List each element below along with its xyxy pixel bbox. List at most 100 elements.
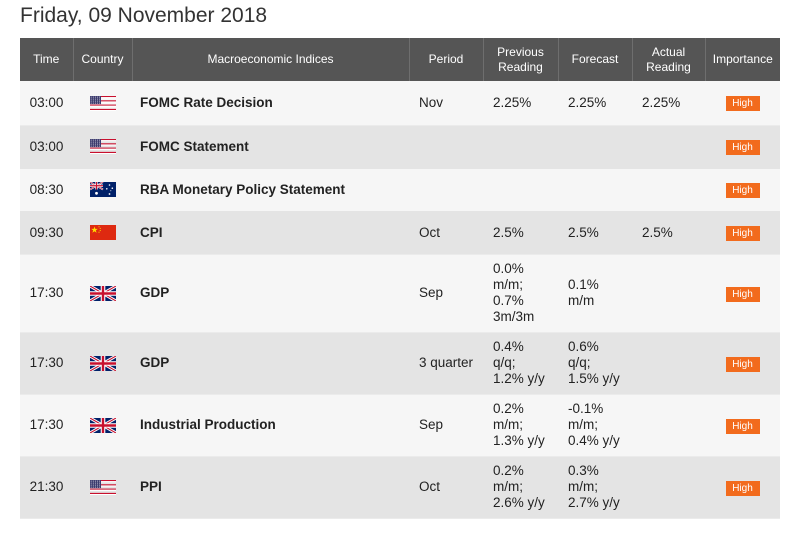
country-cell xyxy=(73,168,132,212)
table-row: 17:30 GDP 3 quarter 0.4% q/q; 1.2% y/y 0… xyxy=(20,332,780,395)
table-row: 17:30 GDP Sep 0.0% m/m; 0.7% 3m/3m 0.1% … xyxy=(20,254,780,333)
economic-calendar-table: Time Country Macroeconomic Indices Perio… xyxy=(20,38,780,519)
previous-cell: 2.5% xyxy=(483,211,558,255)
actual-cell xyxy=(632,394,705,457)
time-cell: 08:30 xyxy=(20,168,73,212)
importance-badge: High xyxy=(725,418,760,434)
importance-badge: High xyxy=(725,480,760,496)
period-cell: Oct xyxy=(409,456,483,519)
previous-cell: 0.0% m/m; 0.7% 3m/3m xyxy=(483,254,558,333)
table-row: 21:30 PPI Oct 0.2% m/m; 2.6% y/y 0.3% m/… xyxy=(20,456,780,519)
time-cell: 09:30 xyxy=(20,211,73,255)
index-cell: FOMC Statement xyxy=(132,125,409,169)
previous-cell: 0.2% m/m; 1.3% y/y xyxy=(483,394,558,457)
previous-cell: 0.2% m/m; 2.6% y/y xyxy=(483,456,558,519)
us-flag-icon xyxy=(89,95,116,111)
period-cell xyxy=(409,168,483,212)
period-cell: Nov xyxy=(409,81,483,126)
time-cell: 17:30 xyxy=(20,394,73,457)
us-flag-icon xyxy=(89,139,116,155)
actual-cell: 2.5% xyxy=(632,211,705,255)
index-cell: CPI xyxy=(132,211,409,255)
importance-badge: High xyxy=(725,226,760,241)
index-cell: GDP xyxy=(132,254,409,333)
actual-cell xyxy=(632,332,705,395)
index-cell: Industrial Production xyxy=(132,394,409,457)
country-cell xyxy=(73,456,132,519)
uk-flag-icon xyxy=(89,417,116,433)
table-row: 03:00 FOMC Statement High xyxy=(20,125,780,169)
header-index: Macroeconomic Indices xyxy=(132,38,410,81)
index-cell: RBA Monetary Policy Statement xyxy=(132,168,409,212)
index-cell: FOMC Rate Decision xyxy=(132,81,409,126)
table-row: 08:30 RBA Monetary Policy Statement High xyxy=(20,168,780,212)
previous-cell: 0.4% q/q; 1.2% y/y xyxy=(483,332,558,395)
forecast-cell xyxy=(558,168,632,212)
table-row: 17:30 Industrial Production Sep 0.2% m/m… xyxy=(20,394,780,457)
forecast-cell: 0.1% m/m xyxy=(558,254,632,333)
forecast-cell: 2.25% xyxy=(558,81,632,126)
importance-cell: High xyxy=(705,125,780,169)
time-cell: 03:00 xyxy=(20,125,73,169)
country-cell xyxy=(73,125,132,169)
importance-cell: High xyxy=(705,81,780,126)
time-cell: 03:00 xyxy=(20,81,73,126)
previous-cell: 2.25% xyxy=(483,81,558,126)
uk-flag-icon xyxy=(89,285,116,301)
header-forecast: Forecast xyxy=(558,38,633,81)
importance-badge: High xyxy=(725,286,760,302)
header-previous: Previous Reading xyxy=(483,38,559,81)
header-row: Time Country Macroeconomic Indices Perio… xyxy=(20,38,780,81)
country-cell xyxy=(73,211,132,255)
period-cell: Sep xyxy=(409,254,483,333)
actual-cell xyxy=(632,125,705,169)
importance-cell: High xyxy=(705,254,780,333)
au-flag-icon xyxy=(89,182,116,198)
country-cell xyxy=(73,394,132,457)
forecast-cell xyxy=(558,125,632,169)
actual-cell xyxy=(632,168,705,212)
header-time: Time xyxy=(20,38,74,81)
period-cell: Oct xyxy=(409,211,483,255)
importance-badge: High xyxy=(725,140,760,155)
importance-cell: High xyxy=(705,211,780,255)
previous-cell xyxy=(483,125,558,169)
importance-cell: High xyxy=(705,168,780,212)
table-row: 03:00 FOMC Rate Decision Nov 2.25% 2.25%… xyxy=(20,81,780,126)
importance-badge: High xyxy=(725,356,760,372)
time-cell: 21:30 xyxy=(20,456,73,519)
table-row: 09:30 CPI Oct 2.5% 2.5% 2.5% High xyxy=(20,211,780,255)
uk-flag-icon xyxy=(89,355,116,371)
cn-flag-icon xyxy=(89,225,116,241)
actual-cell xyxy=(632,254,705,333)
importance-badge: High xyxy=(725,96,760,112)
importance-cell: High xyxy=(705,332,780,395)
index-cell: PPI xyxy=(132,456,409,519)
actual-cell: 2.25% xyxy=(632,81,705,126)
country-cell xyxy=(73,332,132,395)
page-title: Friday, 09 November 2018 xyxy=(20,4,268,27)
period-cell: 3 quarter xyxy=(409,332,483,395)
time-cell: 17:30 xyxy=(20,254,73,333)
period-cell xyxy=(409,125,483,169)
forecast-cell: 0.6% q/q; 1.5% y/y xyxy=(558,332,632,395)
time-cell: 17:30 xyxy=(20,332,73,395)
index-cell: GDP xyxy=(132,332,409,395)
actual-cell xyxy=(632,456,705,519)
header-importance: Importance xyxy=(705,38,780,81)
country-cell xyxy=(73,254,132,333)
importance-cell: High xyxy=(705,456,780,519)
header-actual: Actual Reading xyxy=(632,38,706,81)
country-cell xyxy=(73,81,132,126)
forecast-cell: 2.5% xyxy=(558,211,632,255)
forecast-cell: -0.1% m/m; 0.4% y/y xyxy=(558,394,632,457)
us-flag-icon xyxy=(89,479,116,495)
previous-cell xyxy=(483,168,558,212)
period-cell: Sep xyxy=(409,394,483,457)
importance-badge: High xyxy=(725,183,760,198)
header-country: Country xyxy=(73,38,133,81)
importance-cell: High xyxy=(705,394,780,457)
header-period: Period xyxy=(409,38,484,81)
forecast-cell: 0.3% m/m; 2.7% y/y xyxy=(558,456,632,519)
